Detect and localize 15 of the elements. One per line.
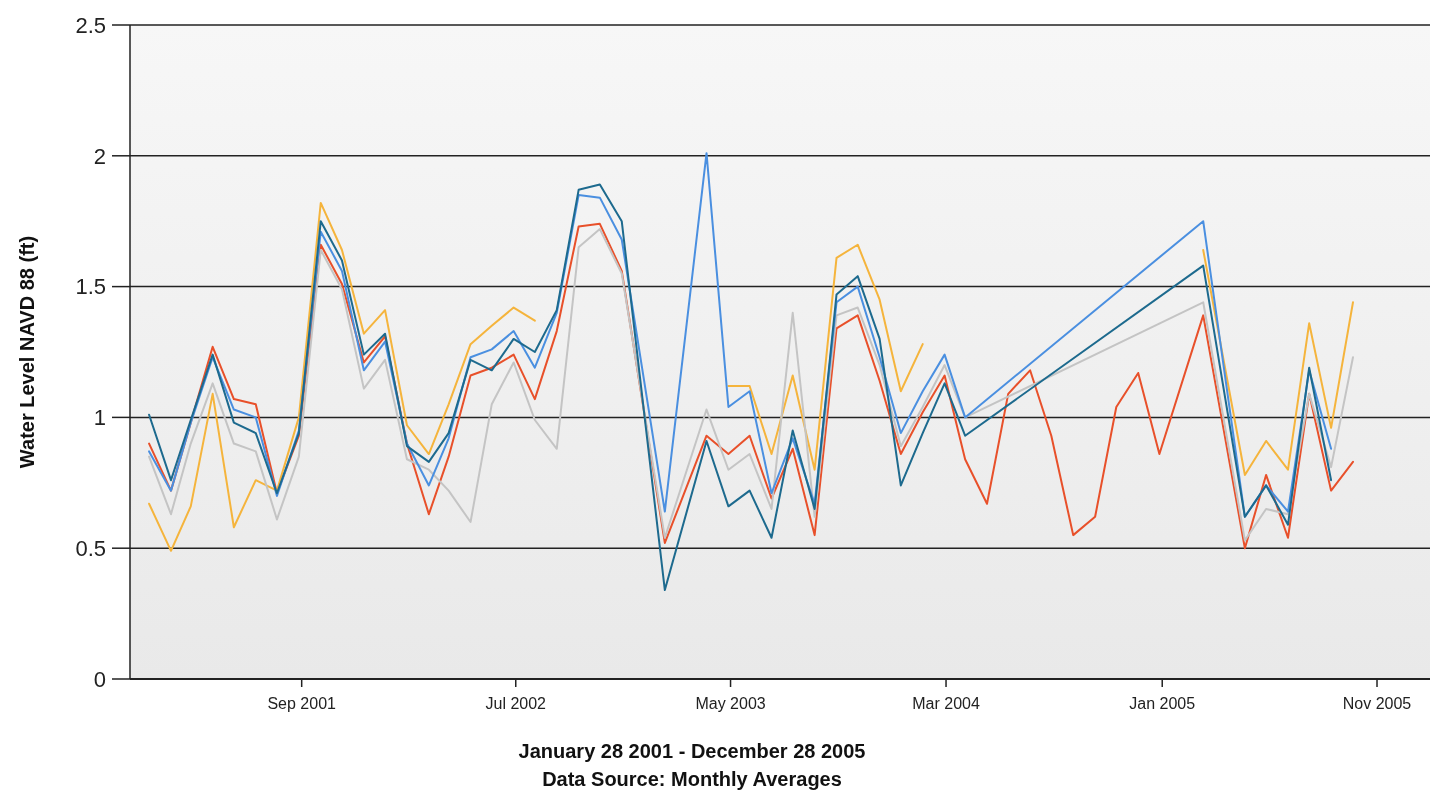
x-tick-label: Jan 2005: [1129, 695, 1196, 712]
x-tick-label: May 2003: [695, 695, 766, 712]
x-tick-label: Sep 2001: [267, 695, 337, 712]
x-tick-label: Mar 2004: [912, 695, 980, 712]
y-tick-label: 2: [93, 143, 106, 169]
y-tick-label: 0: [93, 666, 106, 692]
y-tick-label: 1: [93, 405, 106, 431]
x-axis-title: January 28 2001 - December 28 2005: [518, 740, 866, 762]
y-axis-title: Water Level NAVD 88 (ft): [16, 235, 38, 469]
x-tick-label: Jul 2002: [485, 695, 547, 712]
y-tick-label: 2.5: [75, 12, 106, 38]
x-tick-label: Nov 2005: [1342, 695, 1412, 712]
y-tick-label: 1.5: [75, 274, 106, 300]
source-note: Data Source: Monthly Averages: [542, 768, 842, 790]
y-tick-label: 0.5: [75, 535, 106, 561]
